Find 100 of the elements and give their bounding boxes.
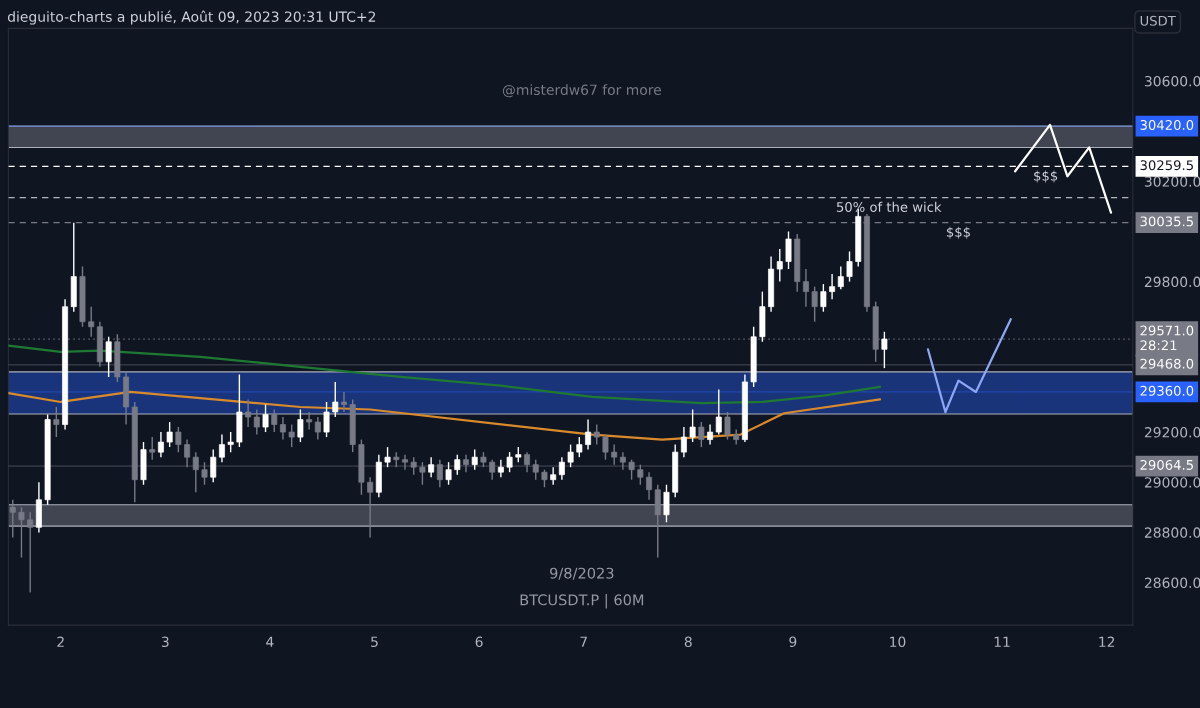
candlestick bbox=[53, 406, 60, 438]
candlestick bbox=[341, 391, 347, 413]
candlestick bbox=[567, 443, 574, 468]
candlestick bbox=[550, 466, 557, 486]
candlestick bbox=[297, 408, 304, 443]
candlestick bbox=[698, 421, 705, 448]
x-tick-label: 7 bbox=[580, 636, 587, 647]
ref-line-label: 30259.5 bbox=[1140, 160, 1193, 171]
y-tick-label: 30200.0 bbox=[1144, 176, 1200, 187]
candlestick bbox=[637, 463, 644, 486]
x-tick-label: 4 bbox=[266, 636, 274, 647]
y-tick-label: 28600.0 bbox=[1144, 577, 1200, 589]
candlestick bbox=[558, 456, 565, 481]
ref-line-label: 29064.5 bbox=[1140, 459, 1193, 470]
candlestick bbox=[384, 446, 391, 468]
candlestick bbox=[262, 403, 269, 433]
candlestick bbox=[253, 408, 260, 436]
text: @misterdw67 for more bbox=[502, 84, 661, 98]
candlestick bbox=[611, 443, 618, 466]
x-tick-label: 12 bbox=[1099, 636, 1115, 647]
candlestick bbox=[715, 388, 722, 436]
annotation: $$$ bbox=[946, 226, 970, 239]
candlestick bbox=[280, 416, 286, 441]
x-tick-label: 11 bbox=[994, 636, 1010, 647]
candlestick bbox=[506, 451, 513, 473]
ref-line-label: 30420.0 bbox=[1140, 119, 1194, 130]
candlestick bbox=[489, 458, 496, 481]
candlestick bbox=[306, 411, 313, 431]
ref-line-label: 29360.0 bbox=[1140, 385, 1194, 396]
candlestick bbox=[707, 423, 714, 446]
candlestick bbox=[419, 461, 426, 486]
y-tick-label: 29800.0 bbox=[1144, 276, 1200, 288]
candlestick bbox=[271, 408, 278, 433]
y-tick-label: 29200.0 bbox=[1144, 427, 1200, 438]
candlestick bbox=[218, 433, 225, 463]
candlestick bbox=[332, 381, 339, 418]
candlestick bbox=[593, 423, 600, 446]
candlestick bbox=[314, 416, 321, 441]
candlestick bbox=[585, 418, 591, 451]
x-tick-label: 6 bbox=[475, 636, 483, 648]
candlestick bbox=[105, 336, 112, 378]
x-tick-label: 8 bbox=[684, 636, 692, 648]
candlestick bbox=[454, 453, 461, 476]
y-tick-label: 29000.0 bbox=[1144, 477, 1200, 488]
candlestick bbox=[829, 273, 836, 300]
candlestick bbox=[245, 398, 252, 428]
y-axis-title: USDT bbox=[1140, 15, 1176, 26]
x-tick-label: 2 bbox=[57, 636, 64, 647]
candlestick bbox=[227, 431, 234, 453]
candlestick bbox=[471, 448, 478, 471]
x-tick-label: 9 bbox=[789, 636, 797, 648]
candlestick bbox=[166, 421, 173, 448]
candlestick bbox=[192, 451, 199, 493]
chart-title: dieguito-charts a publié, Août 09, 2023 20:31 UTC+2 bbox=[7, 10, 376, 25]
candlestick bbox=[881, 331, 888, 369]
candlestick bbox=[628, 458, 635, 481]
candlestick bbox=[646, 471, 653, 501]
ref-line-label: 29571.0 28:21 bbox=[1140, 325, 1194, 351]
annotation: 9/8/2023 bbox=[550, 567, 614, 580]
candlestick bbox=[323, 401, 330, 438]
x-tick-label: 10 bbox=[890, 636, 906, 648]
candlestick bbox=[149, 436, 156, 461]
candlestick bbox=[680, 426, 687, 458]
candlestick bbox=[837, 265, 844, 290]
candlestick bbox=[175, 426, 182, 453]
candlestick bbox=[802, 268, 809, 308]
candlestick bbox=[846, 250, 853, 283]
annotation: $$$ bbox=[1034, 170, 1058, 183]
candlestick bbox=[402, 453, 408, 471]
candlestick bbox=[184, 438, 191, 468]
candlestick bbox=[532, 458, 539, 481]
candlestick bbox=[663, 484, 670, 524]
candlestick bbox=[18, 506, 25, 559]
ref-line-label: 29468.0 bbox=[1140, 358, 1194, 369]
candlestick bbox=[210, 448, 217, 483]
candlestick bbox=[367, 476, 374, 539]
candlestick bbox=[811, 285, 818, 323]
candlestick bbox=[497, 458, 504, 478]
candlestick bbox=[288, 423, 295, 448]
candlestick bbox=[157, 431, 164, 458]
y-tick-label: 28800.0 bbox=[1144, 527, 1200, 538]
candlestick bbox=[602, 433, 609, 461]
annotation: 50% of the wick bbox=[836, 201, 942, 212]
candlestick bbox=[445, 461, 452, 486]
candlestick bbox=[436, 458, 443, 488]
annotation: BTCUSDT.P | 60M bbox=[520, 594, 644, 609]
candlestick bbox=[9, 499, 16, 539]
candlestick bbox=[428, 456, 435, 478]
candlestick bbox=[576, 436, 583, 458]
candlestick bbox=[724, 411, 731, 441]
line-series bbox=[926, 318, 1012, 414]
line-series bbox=[8, 344, 882, 405]
x-tick-label: 5 bbox=[371, 636, 378, 648]
candlestick bbox=[201, 461, 208, 486]
candlestick bbox=[27, 511, 34, 594]
candlestick bbox=[689, 408, 696, 443]
candlestick bbox=[785, 230, 792, 270]
ref-line-label: 30035.5 bbox=[1140, 216, 1193, 227]
candlestick bbox=[619, 451, 626, 471]
candlestick bbox=[524, 451, 530, 473]
